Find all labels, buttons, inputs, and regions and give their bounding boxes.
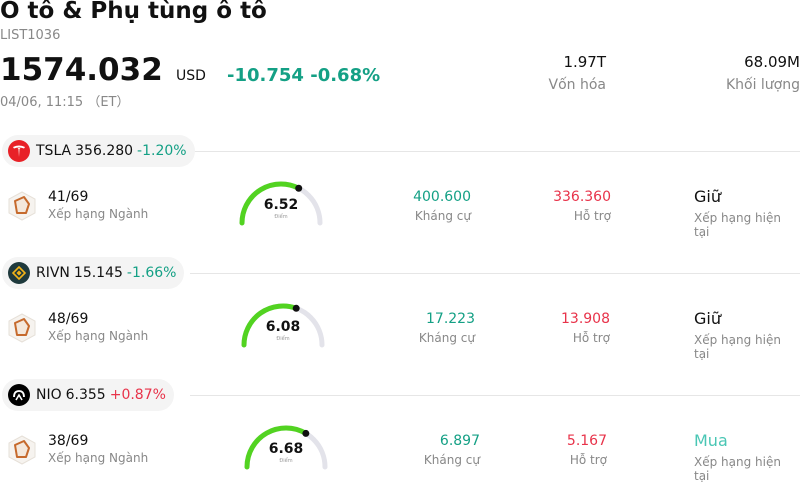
- score-value: 6.08: [265, 319, 301, 335]
- rivian-logo-icon: [8, 262, 30, 284]
- stock-section-nio: NIO 6.355 +0.87% 38/69 Xếp hạng Ngành 6.…: [0, 379, 800, 501]
- index-price: 1574.032: [0, 52, 163, 88]
- stock-price: 6.355: [65, 387, 106, 403]
- score-label: Điểm: [279, 458, 293, 464]
- support-value: 5.167: [566, 433, 607, 449]
- nio-logo-icon: [8, 384, 30, 406]
- change-percent: -0.68%: [310, 65, 381, 86]
- market-cap-value: 1.97T: [563, 53, 606, 71]
- stock-section-rivn: RIVN 15.145 -1.66% 48/69 Xếp hạng Ngành …: [0, 257, 800, 379]
- section-divider: [190, 395, 800, 396]
- score-label: Điểm: [274, 214, 288, 220]
- industry-rank-label: Xếp hạng Ngành: [48, 451, 149, 465]
- stock-symbol: NIO: [36, 387, 62, 403]
- stock-change: +0.87%: [109, 387, 166, 403]
- support-label: Hỗ trợ: [569, 453, 607, 467]
- industry-rank-value: 38/69: [48, 433, 89, 449]
- stock-symbol: TSLA: [36, 143, 72, 159]
- score-value: 6.68: [268, 441, 304, 457]
- stock-change: -1.66%: [126, 265, 177, 281]
- stock-change: -1.20%: [137, 143, 187, 159]
- industry-rank-label: Xếp hạng Ngành: [48, 207, 149, 221]
- stock-chip[interactable]: NIO 6.355 +0.87%: [2, 379, 174, 411]
- industry-rank-value: 48/69: [48, 311, 89, 327]
- currency-label: USD: [176, 68, 206, 84]
- industry-rank-icon: [8, 313, 36, 343]
- volume-label: Khối lượng: [725, 77, 800, 93]
- stock-symbol: RIVN: [36, 265, 70, 281]
- current-rating-label: Xếp hạng hiện tại: [694, 455, 781, 483]
- current-rating: Giữ: [694, 187, 721, 206]
- section-divider: [190, 151, 800, 152]
- timestamp: 04/06, 11:15 （ET）: [0, 95, 130, 110]
- resistance-value: 6.897: [439, 433, 480, 449]
- current-rating-label: Xếp hạng hiện tại: [694, 333, 781, 361]
- support-value: 336.360: [553, 189, 611, 205]
- support-label: Hỗ trợ: [572, 331, 610, 345]
- support-value: 13.908: [561, 311, 610, 327]
- resistance-value: 400.600: [413, 189, 471, 205]
- change-value: -10.754: [227, 65, 304, 86]
- tesla-logo-icon: [8, 140, 30, 162]
- stock-chip[interactable]: TSLA 356.280 -1.20%: [2, 135, 195, 167]
- score-gauge: 6.52 Điểm: [236, 177, 326, 229]
- score-gauge: 6.08 Điểm: [238, 299, 328, 351]
- page-title: Ô tô & Phụ tùng ô tô: [0, 0, 267, 24]
- price-change: -10.754 -0.68%: [227, 65, 380, 86]
- stock-price: 356.280: [75, 143, 134, 159]
- industry-rank-icon: [8, 435, 36, 465]
- industry-rank-value: 41/69: [48, 189, 89, 205]
- support-label: Hỗ trợ: [573, 209, 611, 223]
- score-gauge: 6.68 Điểm: [241, 421, 331, 473]
- resistance-label: Kháng cự: [418, 331, 475, 345]
- stock-price: 15.145: [73, 265, 123, 281]
- score-label: Điểm: [276, 336, 290, 342]
- current-rating: Giữ: [694, 309, 721, 328]
- section-divider: [190, 273, 800, 274]
- list-code: LIST1036: [0, 28, 61, 43]
- resistance-label: Kháng cự: [414, 209, 471, 223]
- resistance-value: 17.223: [426, 311, 475, 327]
- resistance-label: Kháng cự: [423, 453, 480, 467]
- stock-chip[interactable]: RIVN 15.145 -1.66%: [2, 257, 185, 289]
- volume-value: 68.09M: [744, 53, 800, 71]
- current-rating-label: Xếp hạng hiện tại: [694, 211, 781, 239]
- stock-section-tsla: TSLA 356.280 -1.20% 41/69 Xếp hạng Ngành…: [0, 135, 800, 257]
- score-value: 6.52: [263, 197, 299, 213]
- industry-rank-label: Xếp hạng Ngành: [48, 329, 149, 343]
- current-rating: Mua: [694, 431, 728, 450]
- market-cap-label: Vốn hóa: [548, 77, 606, 93]
- industry-rank-icon: [8, 191, 36, 221]
